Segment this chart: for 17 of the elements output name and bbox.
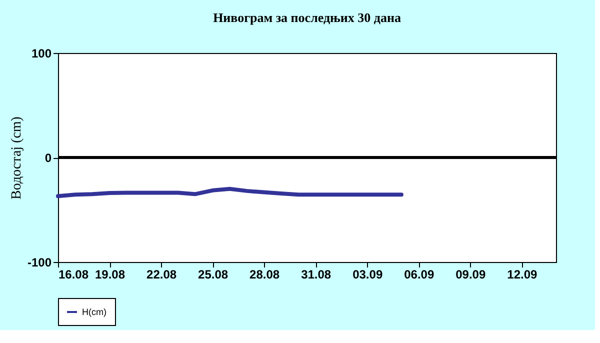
x-tick-label: 28.08 (250, 268, 280, 282)
y-tick-label: -100 (27, 256, 52, 270)
x-tick-label: 12.09 (507, 268, 538, 282)
y-tick-label: 100 (31, 46, 52, 60)
x-tick-label: 06.09 (404, 268, 434, 282)
y-tick-label: 0 (44, 151, 52, 165)
legend-label: H(cm) (82, 307, 106, 317)
chart-title: Нивограм за последњих 30 дана (213, 10, 402, 25)
x-tick-label: 09.09 (456, 268, 486, 282)
x-tick-label: 03.09 (352, 268, 383, 282)
x-tick-label: 19.08 (95, 268, 126, 282)
x-tick-label: 31.08 (301, 268, 332, 282)
line-series (56, 186, 404, 198)
x-tick-label: 25.08 (198, 268, 228, 282)
y-axis-title: Водостај (cm) (9, 116, 24, 200)
x-tick-label: 16.08 (58, 268, 89, 282)
x-tick-label: 22.08 (146, 268, 177, 282)
